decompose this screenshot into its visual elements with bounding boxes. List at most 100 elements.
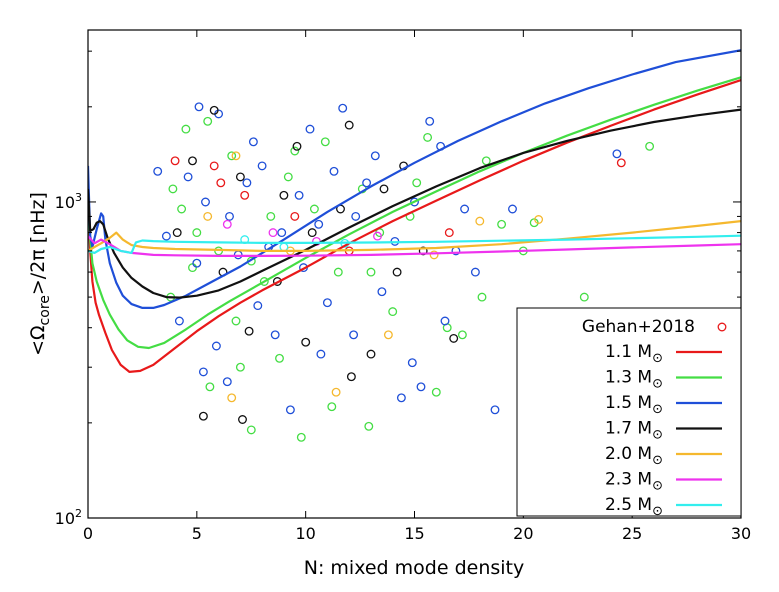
data-point bbox=[329, 166, 339, 176]
data-point bbox=[331, 387, 341, 397]
data-point bbox=[268, 228, 278, 238]
legend-box bbox=[516, 307, 742, 517]
series-line-1-1 bbox=[88, 79, 741, 373]
data-point bbox=[333, 267, 343, 277]
data-point bbox=[290, 146, 300, 156]
data-point bbox=[370, 151, 380, 161]
model-curves bbox=[88, 49, 741, 373]
series-line-1-3 bbox=[88, 76, 741, 350]
data-point bbox=[616, 158, 626, 168]
data-point bbox=[388, 307, 398, 317]
data-point bbox=[301, 337, 311, 347]
legend-label-1-7: 1.7 M⊙ bbox=[605, 419, 663, 443]
data-point bbox=[396, 393, 406, 403]
data-point bbox=[645, 141, 655, 151]
data-point bbox=[410, 197, 419, 207]
data-point bbox=[346, 372, 356, 382]
data-point bbox=[183, 172, 193, 182]
data-point bbox=[444, 228, 454, 238]
data-point bbox=[216, 178, 226, 188]
legend-label-1-3: 1.3 M⊙ bbox=[605, 368, 663, 392]
data-point bbox=[320, 137, 330, 147]
data-point bbox=[246, 425, 256, 435]
data-point bbox=[242, 178, 252, 188]
data-point bbox=[222, 377, 232, 387]
legend-label-2-3: 2.3 M⊙ bbox=[605, 470, 663, 494]
data-point bbox=[490, 405, 500, 415]
data-point bbox=[392, 267, 402, 277]
series-line-1-7 bbox=[88, 108, 741, 299]
data-point bbox=[277, 228, 287, 238]
data-point bbox=[477, 292, 487, 302]
data-point bbox=[449, 333, 459, 343]
tick-labels: 0 5 10 15 20 25 30 102 103 bbox=[55, 191, 752, 543]
data-point bbox=[192, 228, 202, 238]
data-point bbox=[292, 141, 302, 151]
legend-observations-marker bbox=[717, 322, 727, 332]
data-point bbox=[429, 250, 439, 260]
data-point bbox=[508, 204, 517, 214]
y-tick-label: 102 bbox=[55, 507, 82, 528]
legend-entries: 1.1 M⊙1.3 M⊙1.5 M⊙1.7 M⊙2.0 M⊙2.3 M⊙2.5 … bbox=[605, 342, 722, 519]
y-axis-label-main: <Ω bbox=[27, 325, 49, 355]
data-point bbox=[172, 228, 182, 238]
data-point bbox=[349, 330, 359, 340]
data-point bbox=[322, 298, 332, 308]
data-point bbox=[211, 341, 221, 351]
data-point bbox=[497, 219, 507, 229]
data-point bbox=[316, 349, 326, 359]
series-line-1-5 bbox=[88, 49, 741, 309]
data-point bbox=[425, 116, 435, 126]
legend-observations-label: Gehan+2018 bbox=[582, 317, 695, 337]
data-point bbox=[209, 161, 219, 171]
data-point bbox=[170, 156, 180, 166]
data-point bbox=[177, 204, 187, 214]
data-point bbox=[240, 190, 250, 200]
legend-label-1-1: 1.1 M⊙ bbox=[605, 342, 663, 366]
data-point bbox=[259, 277, 269, 286]
data-point bbox=[198, 411, 208, 421]
data-point bbox=[231, 316, 241, 326]
data-point bbox=[534, 215, 544, 224]
x-axis-label: N: mixed mode density bbox=[304, 557, 524, 579]
data-point bbox=[294, 190, 304, 200]
data-point bbox=[231, 151, 241, 161]
data-point bbox=[460, 204, 470, 214]
series-line-2-3 bbox=[88, 235, 741, 257]
data-point bbox=[203, 116, 213, 126]
data-point bbox=[309, 204, 319, 214]
y-axis-label: <Ωcore>/2π [nHz] bbox=[27, 192, 53, 356]
y-axis-label-tail: >/2π [nHz] bbox=[27, 192, 49, 295]
data-point bbox=[307, 228, 317, 238]
data-point bbox=[377, 287, 387, 297]
data-point bbox=[222, 219, 232, 229]
data-point bbox=[227, 393, 237, 403]
x-tick-label: 25 bbox=[622, 524, 642, 543]
data-point bbox=[244, 326, 254, 336]
data-point bbox=[201, 197, 210, 207]
y-axis-label-sub: core bbox=[37, 295, 53, 325]
data-point bbox=[174, 316, 184, 326]
x-tick-label: 10 bbox=[295, 524, 315, 543]
data-point bbox=[290, 211, 300, 221]
data-point bbox=[181, 124, 191, 134]
data-point bbox=[457, 330, 467, 340]
data-point bbox=[257, 161, 267, 171]
data-point bbox=[612, 149, 622, 159]
data-point bbox=[579, 292, 589, 302]
data-point bbox=[270, 330, 280, 340]
data-point bbox=[383, 330, 393, 340]
data-point bbox=[279, 190, 289, 200]
x-tick-label: 20 bbox=[513, 524, 533, 543]
y-tick-label: 103 bbox=[55, 191, 82, 212]
data-point bbox=[238, 415, 247, 424]
data-point bbox=[153, 166, 163, 176]
data-point bbox=[366, 267, 376, 277]
data-point bbox=[235, 172, 245, 182]
axis-ticks bbox=[87, 30, 742, 519]
x-tick-label: 5 bbox=[192, 524, 202, 543]
data-point bbox=[275, 353, 284, 363]
data-point bbox=[344, 120, 354, 130]
data-point bbox=[470, 267, 480, 277]
